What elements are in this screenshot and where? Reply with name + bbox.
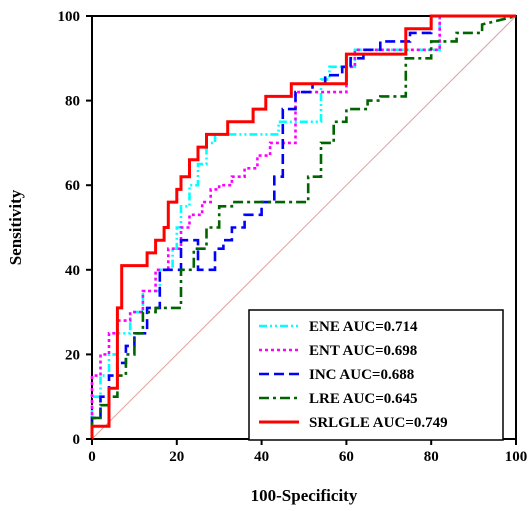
x-axis-title: 100-Specificity [251, 486, 358, 505]
y-tick-label: 80 [65, 94, 80, 110]
series-line-4 [90, 14, 516, 439]
y-axis-title: Sensitivity [6, 189, 25, 265]
legend: ENE AUC=0.714 ENT AUC=0.698 INC AUC=0.688 L… [248, 309, 504, 441]
y-tick-label: 0 [73, 432, 81, 448]
legend-entry-0: ENE AUC=0.714 [309, 319, 418, 335]
y-tick-label: 100 [58, 9, 81, 25]
legend-entry-2: INC AUC=0.688 [309, 367, 414, 383]
series-line-2 [90, 14, 516, 439]
x-tick-label: 40 [254, 449, 269, 465]
ticks-layer: 0 20 40 60 80 100 0 20 40 60 80 100 [58, 9, 528, 465]
legend-entry-4: SRLGLE AUC=0.749 [309, 415, 448, 431]
y-tick-label: 40 [65, 263, 80, 279]
reference-diagonal [91, 15, 517, 440]
x-tick-label: 20 [169, 449, 184, 465]
series-layer [90, 14, 517, 439]
y-tick-label: 20 [65, 347, 80, 363]
x-tick-label: 0 [88, 449, 96, 465]
x-tick-label: 100 [505, 449, 528, 465]
x-tick-label: 60 [339, 449, 354, 465]
series-line-3 [90, 14, 517, 439]
x-tick-label: 80 [424, 449, 439, 465]
legend-entry-3: LRE AUC=0.645 [309, 391, 418, 407]
legend-entry-1: ENT AUC=0.698 [309, 343, 417, 359]
y-tick-label: 60 [65, 178, 80, 194]
